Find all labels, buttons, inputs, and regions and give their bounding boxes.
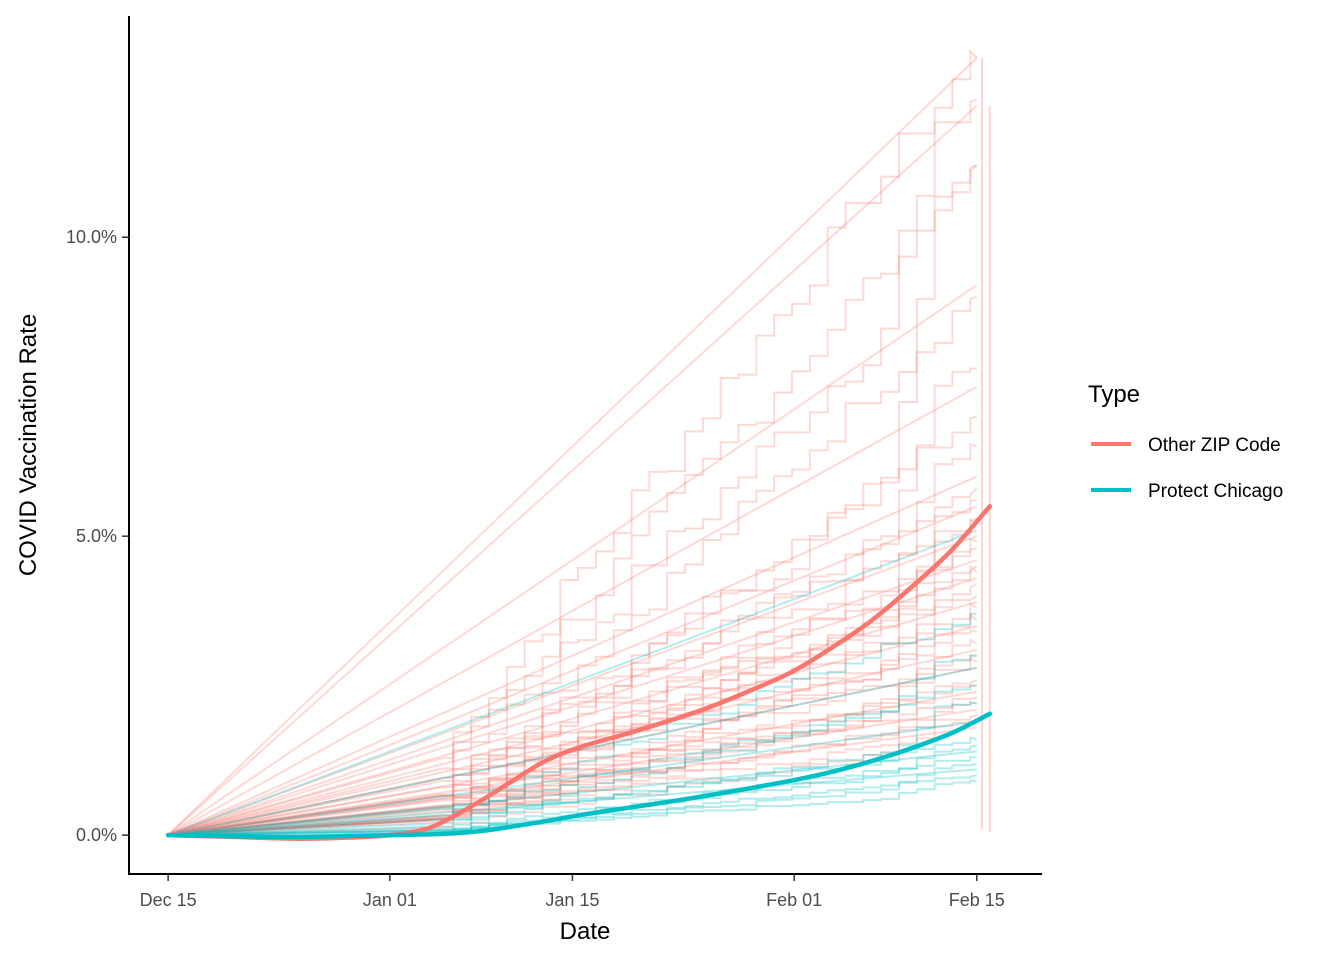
other-zip-line xyxy=(167,583,978,837)
protect-chicago-line xyxy=(168,768,977,837)
x-tick-label: Dec 15 xyxy=(140,890,197,910)
legend-label-other-zip: Other ZIP Code xyxy=(1148,435,1281,456)
other-zip-line xyxy=(167,57,978,836)
other-zip-line xyxy=(167,284,978,836)
x-tick-label: Feb 15 xyxy=(949,890,1005,910)
other-zip-line xyxy=(167,708,977,837)
legend: Type Other ZIP Code Protect Chicago xyxy=(1088,381,1283,502)
other-zip-line xyxy=(167,624,978,837)
other-zip-line xyxy=(167,98,978,837)
x-tick-label: Jan 15 xyxy=(545,890,599,910)
x-tick-label: Feb 01 xyxy=(766,890,822,910)
other-zip-line xyxy=(167,164,978,837)
other-zip-line xyxy=(168,637,978,837)
protect-chicago-line xyxy=(167,750,977,837)
other-zip-line xyxy=(168,654,977,837)
other-zip-line xyxy=(167,487,978,837)
other-zip-line xyxy=(167,296,978,837)
other-zip-line xyxy=(167,690,977,837)
x-tick-label: Jan 01 xyxy=(363,890,417,910)
y-tick-label: 5.0% xyxy=(76,526,117,546)
other-zip-lines-group xyxy=(167,48,991,837)
protect-chicago-line xyxy=(168,701,977,837)
other-zip-line xyxy=(167,726,977,837)
y-axis-title: COVID Vaccination Rate xyxy=(15,314,42,576)
y-axis-ticks: 0.0% 5.0% 10.0% xyxy=(66,227,129,845)
other-zip-line xyxy=(167,648,978,837)
other-zip-line xyxy=(168,696,977,837)
other-zip-line xyxy=(168,714,977,837)
other-zip-line xyxy=(167,505,978,837)
other-zip-line xyxy=(168,678,978,837)
protect-chicago-line xyxy=(167,529,978,837)
protect-chicago-line xyxy=(168,744,978,837)
legend-label-protect-chicago: Protect Chicago xyxy=(1148,481,1283,502)
other-zip-line xyxy=(167,577,978,837)
other-zip-line xyxy=(168,720,978,837)
other-zip-line xyxy=(167,442,978,837)
other-zip-line xyxy=(167,535,978,837)
other-zip-line xyxy=(167,104,978,836)
other-zip-line xyxy=(168,595,978,837)
y-tick-label: 0.0% xyxy=(76,825,117,845)
x-axis-ticks: Dec 15 Jan 01 Jan 15 Feb 01 Feb 15 xyxy=(140,874,1005,910)
protect-chicago-line xyxy=(168,684,977,837)
protect-chicago-line xyxy=(168,654,977,837)
legend-title: Type xyxy=(1088,381,1140,408)
other-zip-line xyxy=(167,164,978,837)
protect-chicago-line xyxy=(168,612,977,837)
protect-chicago-trend-line xyxy=(165,711,993,840)
other-zip-line xyxy=(168,628,978,837)
protect-chicago-line xyxy=(167,720,977,837)
other-zip-line xyxy=(168,656,978,837)
other-zip-line xyxy=(167,367,977,837)
x-axis-title: Date xyxy=(560,918,611,945)
other-zip-line xyxy=(167,613,978,837)
other-zip-line xyxy=(167,517,978,837)
smooth-trend-lines-group xyxy=(165,504,993,841)
other-zip-line xyxy=(168,684,977,837)
other-zip-line xyxy=(167,475,978,837)
other-zip-line xyxy=(168,700,978,837)
other-zip-line xyxy=(167,48,978,837)
y-tick-label: 10.0% xyxy=(66,227,117,247)
other-zip-line xyxy=(167,559,978,837)
other-zip-line xyxy=(167,385,978,836)
other-zip-line xyxy=(167,415,978,837)
other-zip-line xyxy=(168,564,978,837)
